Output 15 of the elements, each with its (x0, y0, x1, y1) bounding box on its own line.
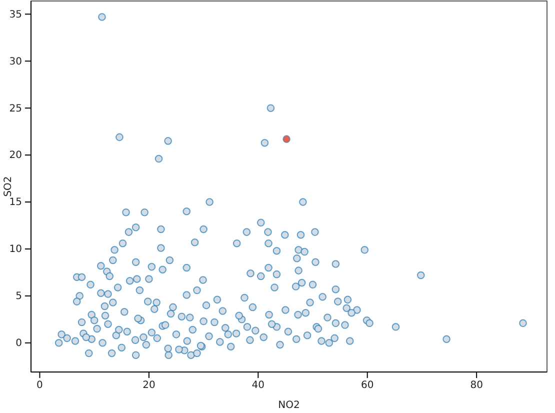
x-tick-label: 0 (36, 380, 43, 392)
y-tick-label: 15 (9, 197, 22, 208)
x-tick-label: 80 (470, 380, 483, 392)
y-tick-label: 30 (9, 56, 22, 68)
x-tick-label: 20 (142, 380, 156, 392)
y-tick-label: 25 (9, 103, 22, 114)
x-tick-label: 40 (252, 380, 265, 392)
y-tick-label: 0 (16, 338, 22, 350)
y-tick-label: 10 (9, 244, 22, 256)
x-axis-title: NO2 (278, 400, 300, 411)
y-tick-label: 5 (16, 291, 22, 302)
y-axis-title: SO2 (3, 176, 14, 197)
y-tick-label: 20 (9, 150, 22, 162)
y-tick-label: 35 (9, 9, 22, 20)
x-tick-label: 60 (360, 380, 374, 392)
